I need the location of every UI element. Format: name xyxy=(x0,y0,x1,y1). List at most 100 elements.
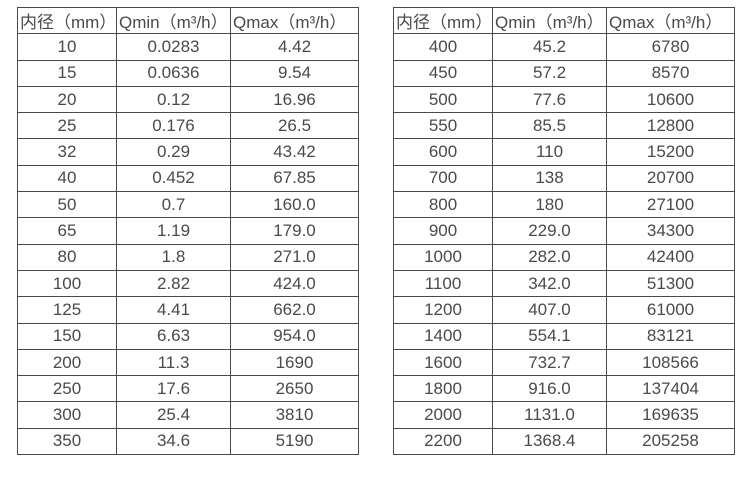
table-cell: 34300 xyxy=(606,217,735,245)
table-cell: 200 xyxy=(17,348,117,377)
table-row: 150 6.63 954.0 xyxy=(17,322,359,350)
table-cell: 6780 xyxy=(606,33,735,61)
table-cell: 15200 xyxy=(606,138,735,166)
table-cell: 50 xyxy=(17,191,117,219)
table-row: 800 180 27100 xyxy=(393,191,735,219)
table-row: 1400 554.1 83121 xyxy=(393,322,735,350)
table-cell: 1368.4 xyxy=(492,427,607,456)
table-cell: 180 xyxy=(492,191,607,219)
table-cell: 554.1 xyxy=(492,322,607,350)
table-row: 1600 732.7 108566 xyxy=(393,348,735,377)
table-row: 300 25.4 3810 xyxy=(17,401,359,429)
page: 内径（mm） Qmin（m³/h） Qmax（m³/h） 10 0.0283 4.4… xyxy=(17,6,735,456)
table-cell: 169635 xyxy=(606,401,735,429)
table-cell: 5190 xyxy=(230,427,359,456)
table-cell: 42400 xyxy=(606,243,735,271)
table-cell: 160.0 xyxy=(230,191,359,219)
table-cell: 9.54 xyxy=(230,59,359,87)
table-cell: 550 xyxy=(393,112,493,140)
table-cell: 0.452 xyxy=(116,164,231,193)
table-cell: 450 xyxy=(393,59,493,87)
table-row: 2000 1131.0 169635 xyxy=(393,401,735,429)
table-cell: 25 xyxy=(17,112,117,140)
table-cell: 17.6 xyxy=(116,375,231,403)
table-cell: 1131.0 xyxy=(492,401,607,429)
table-cell: 16.96 xyxy=(230,85,359,114)
table-cell: 57.2 xyxy=(492,59,607,87)
table-cell: 350 xyxy=(17,427,117,456)
table-cell: 271.0 xyxy=(230,243,359,271)
header-qmax: Qmax（m³/h） xyxy=(606,6,735,35)
table-cell: 27100 xyxy=(606,191,735,219)
table-cell: 407.0 xyxy=(492,296,607,324)
table-cell: 10 xyxy=(17,33,117,61)
table-row: 2200 1368.4 205258 xyxy=(393,427,735,456)
table-cell: 0.176 xyxy=(116,112,231,140)
table-row: 1800 916.0 137404 xyxy=(393,375,735,403)
table-cell: 2200 xyxy=(393,427,493,456)
table-cell: 400 xyxy=(393,33,493,61)
table-cell: 1200 xyxy=(393,296,493,324)
table-cell: 32 xyxy=(17,138,117,166)
table-cell: 83121 xyxy=(606,322,735,350)
table-cell: 205258 xyxy=(606,427,735,456)
table-cell: 150 xyxy=(17,322,117,350)
table-cell: 10600 xyxy=(606,85,735,114)
table-cell: 662.0 xyxy=(230,296,359,324)
table-body-large-diameters: 400 45.2 6780 450 57.2 8570 500 77.6 10600 550 85.… xyxy=(393,33,735,456)
table-cell: 12800 xyxy=(606,112,735,140)
table-cell: 424.0 xyxy=(230,269,359,298)
table-cell: 732.7 xyxy=(492,348,607,377)
table-header-row: 内径（mm） Qmin（m³/h） Qmax（m³/h） xyxy=(17,6,359,35)
table-cell: 1600 xyxy=(393,348,493,377)
table-cell: 1800 xyxy=(393,375,493,403)
table-row: 10 0.0283 4.42 xyxy=(17,33,359,61)
table-cell: 700 xyxy=(393,164,493,193)
table-cell: 45.2 xyxy=(492,33,607,61)
table-row: 80 1.8 271.0 xyxy=(17,243,359,271)
table-cell: 0.29 xyxy=(116,138,231,166)
table-cell: 229.0 xyxy=(492,217,607,245)
table-cell: 11.3 xyxy=(116,348,231,377)
header-qmax: Qmax（m³/h） xyxy=(230,6,359,35)
table-cell: 0.7 xyxy=(116,191,231,219)
table-cell: 1690 xyxy=(230,348,359,377)
table-cell: 300 xyxy=(17,401,117,429)
header-inner-diameter: 内径（mm） xyxy=(393,6,493,35)
table-cell: 137404 xyxy=(606,375,735,403)
table-cell: 4.42 xyxy=(230,33,359,61)
table-row: 350 34.6 5190 xyxy=(17,427,359,456)
table-row: 1000 282.0 42400 xyxy=(393,243,735,271)
table-cell: 20 xyxy=(17,85,117,114)
table-cell: 1.19 xyxy=(116,217,231,245)
table-row: 15 0.0636 9.54 xyxy=(17,59,359,87)
table-cell: 61000 xyxy=(606,296,735,324)
table-cell: 3810 xyxy=(230,401,359,429)
table-row: 700 138 20700 xyxy=(393,164,735,193)
table-row: 550 85.5 12800 xyxy=(393,112,735,140)
table-row: 450 57.2 8570 xyxy=(393,59,735,87)
table-cell: 2000 xyxy=(393,401,493,429)
table-cell: 2650 xyxy=(230,375,359,403)
table-cell: 40 xyxy=(17,164,117,193)
table-body-small-diameters: 10 0.0283 4.42 15 0.0636 9.54 20 0.12 16.96 25 0.1… xyxy=(17,33,359,456)
table-cell: 6.63 xyxy=(116,322,231,350)
table-row: 32 0.29 43.42 xyxy=(17,138,359,166)
table-cell: 67.85 xyxy=(230,164,359,193)
table-cell: 500 xyxy=(393,85,493,114)
header-qmin: Qmin（m³/h） xyxy=(492,6,607,35)
table-row: 900 229.0 34300 xyxy=(393,217,735,245)
table-cell: 125 xyxy=(17,296,117,324)
table-cell: 800 xyxy=(393,191,493,219)
table-cell: 51300 xyxy=(606,269,735,298)
table-row: 600 110 15200 xyxy=(393,138,735,166)
table-cell: 25.4 xyxy=(116,401,231,429)
table-row: 125 4.41 662.0 xyxy=(17,296,359,324)
header-qmin: Qmin（m³/h） xyxy=(116,6,231,35)
table-cell: 0.0636 xyxy=(116,59,231,87)
table-cell: 138 xyxy=(492,164,607,193)
table-cell: 34.6 xyxy=(116,427,231,456)
table-cell: 1100 xyxy=(393,269,493,298)
table-cell: 179.0 xyxy=(230,217,359,245)
table-row: 50 0.7 160.0 xyxy=(17,191,359,219)
